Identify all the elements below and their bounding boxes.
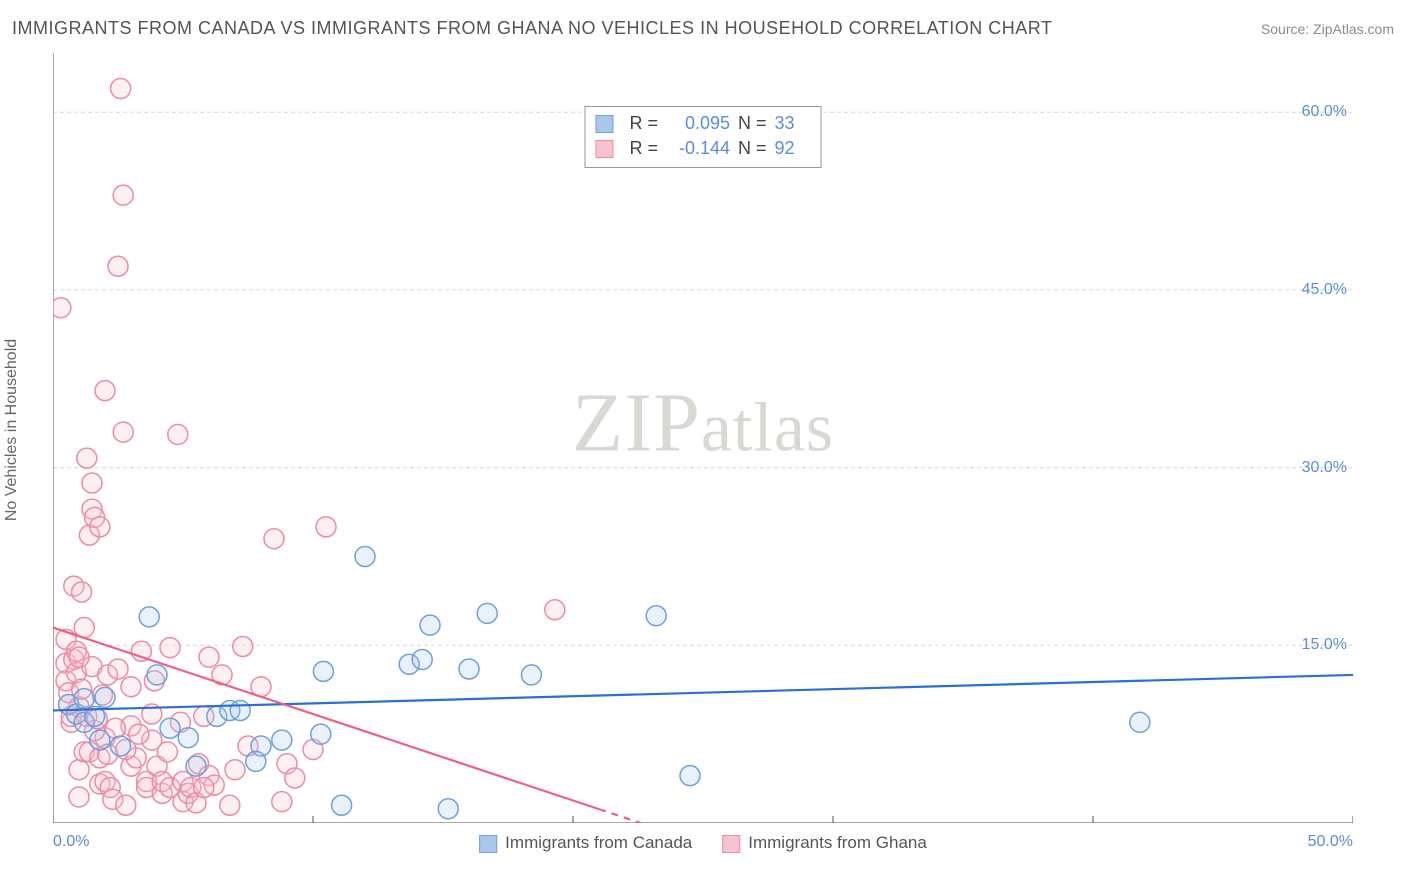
- chart-area: ZIPatlas R = 0.095 N = 33R = -0.144 N = …: [53, 53, 1353, 823]
- series-swatch: [722, 835, 740, 853]
- chart-title: IMMIGRANTS FROM CANADA VS IMMIGRANTS FRO…: [12, 18, 1052, 39]
- n-label: N =: [738, 136, 767, 161]
- stats-row: R = -0.144 N = 92: [595, 136, 804, 161]
- r-value: -0.144: [666, 136, 730, 161]
- y-tick-label: 30.0%: [1302, 459, 1347, 477]
- series-swatch: [595, 115, 613, 133]
- stats-row: R = 0.095 N = 33: [595, 111, 804, 136]
- y-tick-label: 15.0%: [1302, 636, 1347, 654]
- n-value: 33: [775, 111, 805, 136]
- series-swatch: [479, 835, 497, 853]
- r-value: 0.095: [666, 111, 730, 136]
- legend-label: Immigrants from Ghana: [748, 833, 927, 852]
- x-tick-min: 0.0%: [53, 833, 89, 851]
- title-bar: IMMIGRANTS FROM CANADA VS IMMIGRANTS FRO…: [12, 18, 1394, 39]
- y-tick-label: 60.0%: [1302, 103, 1347, 121]
- x-axis-legend: Immigrants from Canada Immigrants from Gh…: [479, 833, 927, 853]
- r-label: R =: [629, 136, 658, 161]
- scatter-plot-svg: [53, 53, 1353, 823]
- legend-item: Immigrants from Ghana: [722, 833, 927, 853]
- legend-item: Immigrants from Canada: [479, 833, 692, 853]
- y-tick-label: 45.0%: [1302, 281, 1347, 299]
- n-value: 92: [775, 136, 805, 161]
- series-swatch: [595, 140, 613, 158]
- n-label: N =: [738, 111, 767, 136]
- r-label: R =: [629, 111, 658, 136]
- x-tick-max: 50.0%: [1308, 833, 1353, 851]
- source-label: Source: ZipAtlas.com: [1261, 21, 1394, 37]
- y-axis-label: No Vehicles in Household: [3, 339, 21, 521]
- legend-label: Immigrants from Canada: [505, 833, 692, 852]
- stats-box: R = 0.095 N = 33R = -0.144 N = 92: [584, 106, 821, 168]
